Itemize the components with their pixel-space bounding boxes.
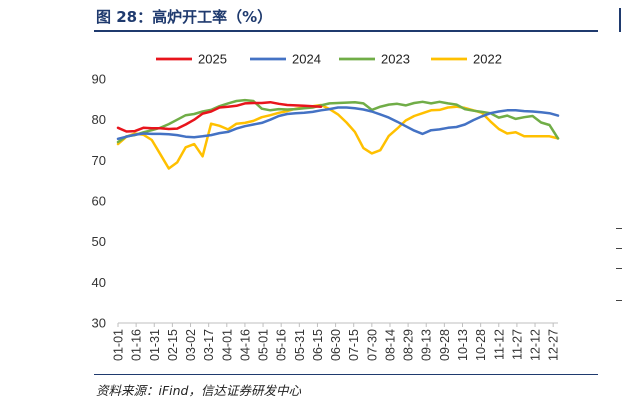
series-lines: [116, 98, 560, 170]
y-tick-label: 90: [92, 72, 106, 87]
x-tick-label: 09-13: [420, 329, 434, 361]
series-line-2024: [116, 106, 560, 141]
x-tick-label: 10-28: [474, 329, 488, 361]
legend-label-2022: 2022: [473, 52, 502, 67]
legend-label-2023: 2023: [381, 52, 410, 67]
x-tick-label: 01-31: [148, 329, 162, 361]
y-tick-label: 80: [92, 112, 106, 127]
y-tick-label: 50: [92, 234, 106, 249]
y-tick-label: 30: [92, 316, 106, 331]
x-tick-label: 04-16: [238, 329, 252, 361]
legend-label-2025: 2025: [198, 52, 227, 67]
x-tick-label: 01-16: [130, 329, 144, 361]
adjacent-panel-tick: [616, 228, 622, 229]
adjacent-panel-edge: [619, 8, 621, 32]
x-tick-label: 06-15: [311, 329, 325, 361]
x-tick-label: 06-30: [329, 329, 343, 361]
y-tick-label: 70: [92, 153, 106, 168]
figure-title: 图 28：高炉开工率（%）: [96, 8, 273, 26]
adjacent-panel-tick: [616, 268, 622, 269]
x-tick-label: 05-01: [257, 329, 271, 361]
x-tick-label: 12-12: [529, 329, 543, 361]
series-line-2025: [116, 100, 323, 133]
y-tick-label: 60: [92, 194, 106, 209]
x-tick-label: 08-14: [383, 329, 397, 361]
x-tick-label: 07-15: [347, 329, 361, 361]
x-tick-label: 02-15: [166, 329, 180, 361]
x-tick-label: 05-16: [275, 329, 289, 361]
x-tick-label: 08-29: [402, 329, 416, 361]
source-rule: [94, 374, 598, 375]
x-tick-label: 09-28: [438, 329, 452, 361]
adjacent-panel-tick: [616, 248, 622, 249]
x-tick-label: 11-12: [492, 329, 506, 360]
x-tick-label: 10-13: [456, 329, 470, 361]
x-tick-label: 11-27: [510, 329, 524, 360]
x-tick-label: 01-01: [112, 329, 126, 361]
y-axis: 30 40 50 60 70 80 90: [92, 72, 106, 331]
x-tick-label: 04-01: [220, 329, 234, 361]
x-tick-label: 05-31: [293, 329, 307, 361]
x-axis: 01-01 01-16 01-31 02-15 03-02 03-17 04-01 04-16…: [112, 322, 561, 361]
adjacent-panel-tick: [616, 300, 622, 301]
chart-legend: 2025 2024 2023 2022: [156, 52, 502, 67]
series-line-2023: [116, 98, 560, 144]
source-note: 资料来源：iFind，信达证券研发中心: [96, 383, 301, 398]
y-tick-label: 40: [92, 275, 106, 290]
legend-label-2024: 2024: [292, 52, 321, 67]
x-tick-label: 12-27: [547, 329, 561, 361]
title-rule: [94, 30, 598, 32]
x-tick-label: 03-17: [202, 329, 216, 361]
x-tick-label: 07-30: [365, 329, 379, 361]
x-tick-label: 03-02: [184, 329, 198, 361]
